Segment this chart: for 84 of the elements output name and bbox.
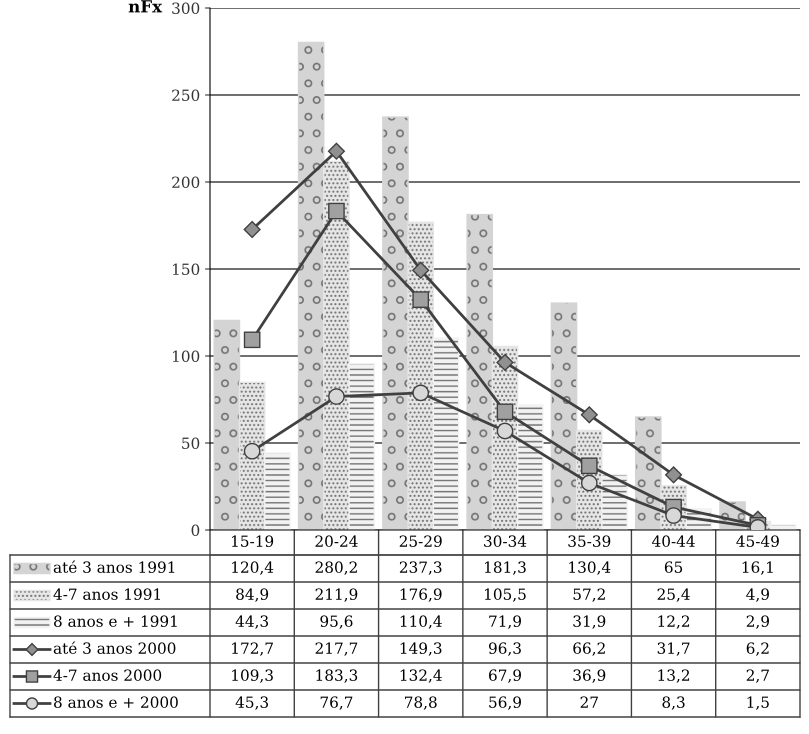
legend-label: 4-7 anos 1991 bbox=[53, 588, 160, 600]
data-label: 6,2 bbox=[746, 642, 769, 656]
y-tick-label: 100 bbox=[172, 350, 200, 362]
data-label: 237,3 bbox=[400, 561, 442, 575]
point bbox=[328, 388, 345, 405]
point bbox=[412, 291, 430, 308]
data-label: 65 bbox=[664, 561, 682, 573]
data-label: 211,9 bbox=[316, 588, 358, 602]
data-label: 110,4 bbox=[400, 615, 442, 629]
data-label: 78,8 bbox=[404, 696, 437, 710]
x-tick-label: 25-29 bbox=[400, 535, 442, 547]
data-label: 183,3 bbox=[316, 669, 358, 683]
bar bbox=[214, 320, 240, 530]
data-label: 181,3 bbox=[484, 561, 526, 575]
data-label: 16,1 bbox=[742, 561, 773, 575]
data-label: 56,9 bbox=[489, 696, 521, 710]
data-label: 2,9 bbox=[746, 615, 769, 629]
bar bbox=[550, 302, 578, 530]
point bbox=[496, 354, 514, 371]
point bbox=[328, 202, 345, 220]
bar bbox=[298, 42, 324, 530]
data-label: 13,2 bbox=[658, 669, 690, 683]
data-label: 71,9 bbox=[489, 615, 521, 629]
data-label: 105,5 bbox=[484, 588, 526, 602]
x-tick-label: 20-24 bbox=[315, 535, 358, 547]
data-label: 25,4 bbox=[658, 588, 690, 602]
data-label: 8,3 bbox=[662, 696, 685, 710]
y-tick-label: 150 bbox=[172, 263, 200, 276]
legend-label: 8 anos e + 2000 bbox=[54, 696, 178, 708]
data-label: 1,5 bbox=[748, 696, 769, 710]
x-tick-label: 15-19 bbox=[232, 535, 274, 547]
data-label: 149,3 bbox=[400, 642, 442, 656]
y-tick-label: 300 bbox=[172, 2, 200, 14]
point bbox=[496, 404, 514, 420]
data-label: 217,7 bbox=[316, 642, 358, 656]
data-label: 76,7 bbox=[320, 696, 352, 710]
point bbox=[496, 422, 514, 440]
point bbox=[244, 331, 260, 348]
data-label: 130,4 bbox=[569, 561, 610, 575]
legend-label: 4-7 anos 2000 bbox=[53, 669, 162, 681]
y-tick-label: 200 bbox=[172, 176, 200, 188]
data-label: 132,4 bbox=[400, 669, 442, 683]
data-label: 27 bbox=[580, 696, 598, 708]
x-tick-label: 40-44 bbox=[652, 535, 695, 547]
data-label: 109,3 bbox=[232, 669, 273, 683]
data-label: 45,3 bbox=[236, 696, 268, 710]
data-label: 2,7 bbox=[746, 669, 769, 683]
point bbox=[244, 442, 260, 460]
x-tick-label: 45-49 bbox=[736, 535, 779, 547]
data-label: 31,7 bbox=[658, 642, 690, 656]
point bbox=[580, 457, 598, 474]
legend-label: até 3 anos 1991 bbox=[54, 560, 174, 573]
data-label: 31,9 bbox=[573, 615, 606, 629]
data-label: 4,9 bbox=[746, 588, 769, 602]
point bbox=[328, 142, 345, 160]
bar bbox=[382, 116, 409, 530]
data-label: 66,2 bbox=[573, 642, 605, 656]
data-label: 172,7 bbox=[232, 642, 273, 656]
point bbox=[580, 474, 598, 492]
y-axis-title: nFx bbox=[128, 0, 162, 12]
data-label: 57,2 bbox=[574, 588, 605, 602]
legend-label: 8 anos e + 1991 bbox=[54, 615, 177, 627]
y-tick-label: 50 bbox=[182, 437, 200, 450]
point bbox=[412, 262, 430, 279]
y-tick-label: 0 bbox=[192, 524, 200, 536]
data-label: 36,9 bbox=[573, 669, 606, 683]
data-label: 280,2 bbox=[316, 561, 357, 575]
data-label: 176,9 bbox=[400, 588, 442, 602]
data-label: 95,6 bbox=[320, 615, 352, 629]
data-label: 44,3 bbox=[236, 615, 268, 629]
point bbox=[580, 406, 598, 424]
data-label: 96,3 bbox=[488, 642, 521, 656]
legend-label: até 3 anos 2000 bbox=[54, 641, 176, 654]
data-label: 12,2 bbox=[658, 615, 690, 629]
point bbox=[665, 466, 682, 484]
bar bbox=[466, 214, 494, 530]
point bbox=[412, 384, 430, 402]
data-label: 84,9 bbox=[236, 588, 268, 602]
x-tick-label: 35-39 bbox=[568, 535, 610, 547]
data-label: 67,9 bbox=[489, 669, 521, 683]
data-label: 120,4 bbox=[232, 561, 274, 575]
point bbox=[244, 220, 261, 238]
y-tick-label: 250 bbox=[172, 89, 200, 102]
x-tick-label: 30-34 bbox=[484, 535, 526, 547]
